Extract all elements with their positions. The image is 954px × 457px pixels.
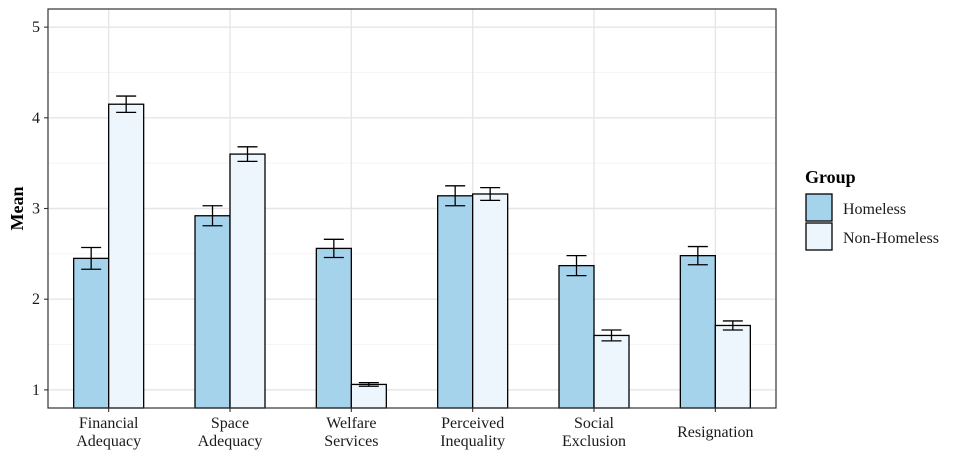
bar-non-homeless-3 <box>472 193 509 409</box>
bar-homeless-3 <box>437 195 474 409</box>
legend-key-homeless <box>805 193 833 222</box>
bar-homeless-5 <box>679 255 716 409</box>
x-tick-label: Resignation <box>677 424 753 441</box>
legend: Group Homeless Non-Homeless <box>805 167 939 251</box>
y-tick-label: 2 <box>32 291 40 308</box>
bar-homeless-2 <box>315 247 352 409</box>
y-tick-label: 4 <box>32 110 40 127</box>
y-tick-label: 3 <box>32 201 40 218</box>
x-tick-label: Perceived Inequality <box>440 415 505 450</box>
x-axis-ticks: Financial Adequacy Space Adequacy Welfare Ser… <box>76 408 754 450</box>
bar-non-homeless-5 <box>714 324 751 409</box>
grid-lines <box>48 9 776 408</box>
bar-non-homeless-0 <box>108 103 145 409</box>
y-tick-label: 1 <box>32 382 40 399</box>
bar-homeless-0 <box>73 257 110 409</box>
x-tick-label: Social Exclusion <box>562 415 626 450</box>
legend-title: Group <box>805 167 856 187</box>
legend-label: Non-Homeless <box>843 230 939 247</box>
bar-non-homeless-4 <box>593 334 630 409</box>
bars <box>73 103 751 409</box>
legend-label: Homeless <box>843 201 906 218</box>
error-bars <box>81 95 743 387</box>
y-axis-ticks: 1 2 3 4 5 <box>32 19 48 399</box>
legend-key-non-homeless <box>805 222 833 251</box>
y-tick-label: 5 <box>32 19 40 36</box>
y-axis-title: Mean <box>7 187 27 231</box>
bar-non-homeless-1 <box>229 153 266 409</box>
x-tick-label: Space Adequacy <box>198 415 263 450</box>
bar-non-homeless-2 <box>350 383 387 409</box>
bar-homeless-1 <box>194 215 231 409</box>
x-tick-label: Welfare Services <box>324 415 378 450</box>
bar-homeless-4 <box>558 264 595 409</box>
x-tick-label: Financial Adequacy <box>76 415 141 450</box>
